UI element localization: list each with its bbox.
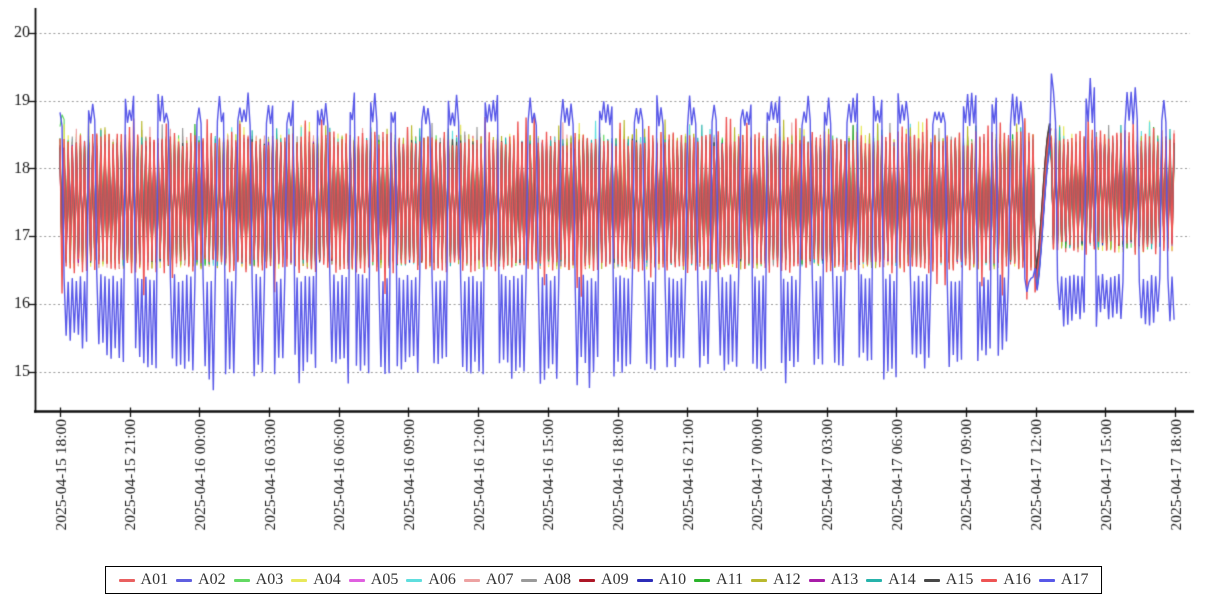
legend-swatch-a01: [118, 578, 135, 582]
legend-swatch-a08: [521, 578, 538, 582]
legend-item-a12: A12: [751, 570, 801, 590]
legend-label: A12: [773, 571, 801, 588]
legend-swatch-a05: [348, 578, 365, 582]
legend-item-a04: A04: [291, 570, 341, 590]
legend-label: A14: [888, 571, 916, 588]
legend-item-a11: A11: [694, 570, 743, 590]
legend-item-a08: A08: [521, 570, 571, 590]
legend-swatch-a16: [981, 578, 998, 582]
legend-swatch-a09: [579, 578, 596, 582]
legend-swatch-a10: [636, 578, 653, 582]
legend-swatch-a06: [406, 578, 423, 582]
legend-item-a17: A17: [1038, 570, 1089, 590]
legend-swatch-a02: [176, 578, 193, 582]
legend-label: A04: [313, 571, 341, 588]
legend-swatch-a17: [1038, 578, 1055, 582]
legend-label: A11: [716, 571, 744, 588]
legend-swatch-a11: [694, 578, 711, 582]
legend-item-a13: A13: [808, 570, 859, 590]
legend-item-a15: A15: [923, 570, 974, 590]
legend-item-a03: A03: [233, 570, 284, 590]
legend-label: A06: [428, 571, 456, 588]
legend-label: A03: [255, 571, 284, 588]
legend-label: A01: [140, 571, 169, 588]
legend-label: A05: [370, 571, 399, 588]
legend-swatch-a14: [866, 578, 883, 582]
legend-item-a09: A09: [579, 570, 629, 590]
legend-label: A13: [830, 571, 859, 588]
legend-label: A09: [601, 571, 629, 588]
legend-item-a05: A05: [348, 570, 399, 590]
legend-label: A07: [485, 571, 514, 588]
legend-label: A17: [1060, 571, 1089, 588]
legend-label: A08: [543, 571, 572, 588]
legend-label: A16: [1003, 571, 1031, 588]
legend-item-a02: A02: [176, 570, 226, 590]
legend-swatch-a12: [751, 578, 768, 582]
legend-item-a10: A10: [636, 570, 687, 590]
legend-label: A15: [945, 571, 974, 588]
legend-label: A02: [198, 571, 226, 588]
legend-swatch-a07: [463, 578, 480, 582]
legend-swatch-a04: [291, 578, 308, 582]
legend-item-a01: A01: [118, 570, 169, 590]
legend-item-a14: A14: [866, 570, 916, 590]
legend-item-a16: A16: [981, 570, 1031, 590]
chart-legend: A01 A02 A03 A04 A05 A06 A07 A08 A09 A10 A11 A12 A13 A…: [104, 566, 1103, 594]
legend-item-a07: A07: [463, 570, 514, 590]
legend-label: A10: [658, 571, 687, 588]
legend-swatch-a03: [233, 578, 250, 582]
legend-item-a06: A06: [406, 570, 456, 590]
legend-swatch-a15: [923, 578, 940, 582]
legend-swatch-a13: [808, 578, 825, 582]
